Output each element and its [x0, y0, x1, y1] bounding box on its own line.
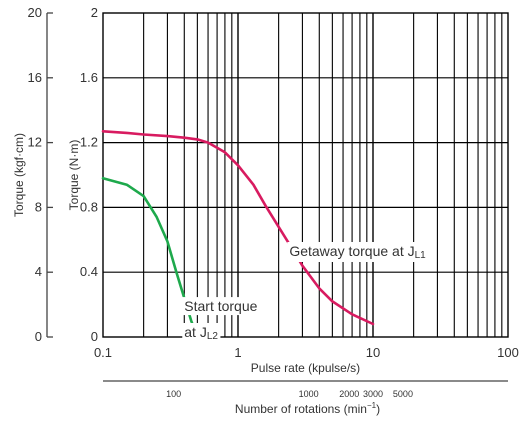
- secondary-y-tick-label: 12: [28, 135, 42, 150]
- y-tick-label: 0: [91, 329, 98, 344]
- annotations: Getaway torque at JL1 Start torque at JL2: [182, 242, 429, 343]
- secondary-y-tick-label: 4: [35, 264, 42, 279]
- secondary-y-axis-title: Torque (kgf·cm): [12, 133, 26, 217]
- annotation-background: [182, 323, 221, 343]
- secondary-x-tick-label: 2000: [339, 389, 359, 399]
- y-tick-label: 2: [91, 5, 98, 20]
- y-tick-label: 0.4: [80, 264, 98, 279]
- annotation-start2: at JL2: [184, 324, 218, 342]
- secondary-y-tick-label: 8: [35, 199, 42, 214]
- secondary-x-tick-label: 3000: [363, 389, 383, 399]
- secondary-y-tick-label: 16: [28, 70, 42, 85]
- annotation-background: [287, 242, 429, 262]
- plot-border: [102, 12, 509, 338]
- secondary-x-tick-label: 100: [166, 389, 181, 399]
- secondary-x-tick-label: 1000: [299, 389, 319, 399]
- y-tick-label: 0.8: [80, 199, 98, 214]
- x-tick-label: 1: [234, 345, 241, 360]
- annotation-getaway: Getaway torque at JL1: [289, 243, 426, 261]
- secondary-y-tick-label: 0: [35, 329, 42, 344]
- secondary-y-tick-label: 20: [28, 5, 42, 20]
- y-axis-title: Torque (N·m): [67, 140, 81, 211]
- y-tick-label: 1.2: [80, 135, 98, 150]
- series-line-1: [101, 130, 375, 326]
- plot-frame: [102, 12, 509, 338]
- annotation-start1: Start torque: [184, 298, 257, 314]
- grid: [103, 13, 508, 337]
- annotation-background: [182, 297, 260, 316]
- x-tick-label: 100: [497, 345, 519, 360]
- secondary-x-axis-title: Number of rotations (min−1): [235, 401, 380, 416]
- x-axis-title: Pulse rate (kpulse/s): [251, 361, 360, 375]
- x-tick-label: 10: [366, 345, 380, 360]
- x-tick-label: 0.1: [94, 345, 112, 360]
- y-tick-label: 1.6: [80, 70, 98, 85]
- secondary-x-tick-label: 5000: [393, 389, 413, 399]
